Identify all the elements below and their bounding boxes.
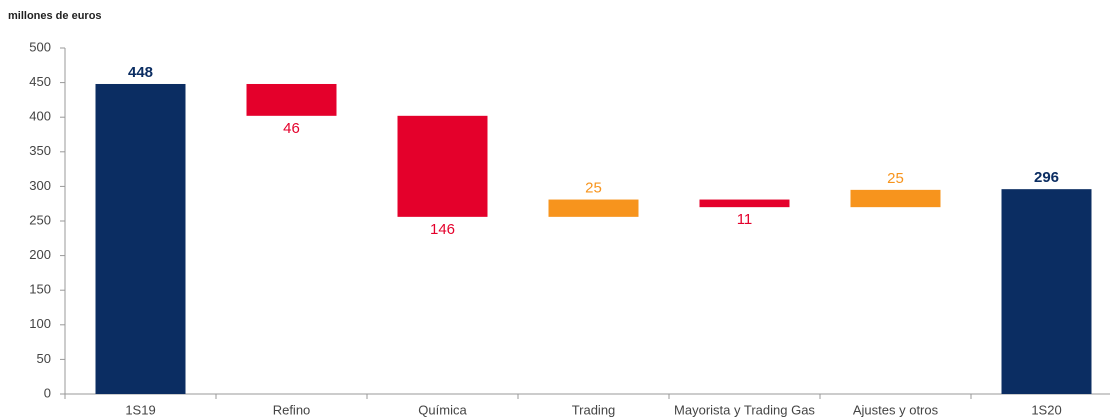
y-tick-label: 300 <box>29 178 51 193</box>
bar <box>850 189 941 208</box>
data-label: 46 <box>283 120 300 137</box>
bar <box>95 83 186 394</box>
bar <box>246 83 337 116</box>
bar <box>397 115 488 217</box>
y-tick-label: 100 <box>29 316 51 331</box>
x-tick-label: Refino <box>273 402 311 417</box>
data-label: 25 <box>585 180 602 197</box>
bar <box>1001 189 1092 394</box>
y-tick-label: 500 <box>29 39 51 54</box>
y-tick-label: 350 <box>29 143 51 158</box>
x-tick-label: Mayorista y Trading Gas <box>674 402 815 417</box>
data-label: 25 <box>887 170 904 187</box>
x-tick-label: Trading <box>572 402 616 417</box>
y-tick-label: 200 <box>29 247 51 262</box>
data-label: 296 <box>1034 169 1059 186</box>
bar <box>548 199 639 217</box>
x-tick-label: Química <box>418 402 467 417</box>
x-tick-label: 1S20 <box>1031 402 1061 417</box>
data-label: 146 <box>430 221 455 238</box>
y-tick-label: 0 <box>44 385 51 400</box>
y-tick-label: 400 <box>29 109 51 124</box>
y-tick-label: 250 <box>29 212 51 227</box>
data-label: 11 <box>737 211 753 228</box>
y-tick-label: 450 <box>29 74 51 89</box>
x-tick-label: Ajustes y otros <box>853 402 939 417</box>
y-tick-label: 150 <box>29 282 51 297</box>
x-tick-label: 1S19 <box>125 402 155 417</box>
y-tick-label: 50 <box>37 351 51 366</box>
chart-title: millones de euros <box>8 10 102 22</box>
data-label: 448 <box>128 64 153 81</box>
bar <box>699 199 790 208</box>
